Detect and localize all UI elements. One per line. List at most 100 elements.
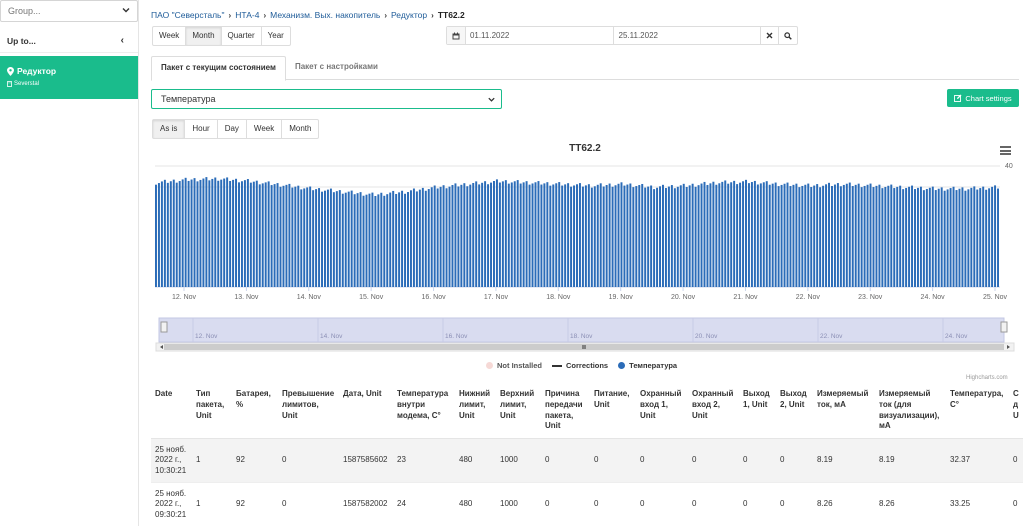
chart-bar [528, 184, 531, 287]
table-row[interactable]: 25 нояб. 2022 г., 10:30:21 1 92 0 1587585602… [151, 438, 1023, 484]
chart-bar [493, 180, 495, 287]
chart-bar [839, 186, 842, 287]
search-dates-button[interactable] [779, 27, 797, 44]
date-to-input[interactable]: 25.11.2022 [614, 27, 762, 44]
period-month-button[interactable]: Month [186, 27, 222, 45]
period-week-button[interactable]: Week [153, 27, 187, 45]
chart-bar [581, 186, 584, 287]
x-tick-label: 16. Nov [421, 294, 446, 301]
chart-bar [928, 187, 931, 287]
chart-bar [742, 181, 745, 287]
tab-current-state[interactable]: Пакет с текущим состоянием [151, 56, 286, 81]
chart-settings-button[interactable]: Chart settings [947, 89, 1019, 107]
up-to-button[interactable]: Up to... ‹ [0, 27, 138, 53]
chart-bar [792, 184, 795, 287]
agg-as-is-button[interactable]: As is [153, 120, 186, 138]
table-cell: 0 [541, 438, 590, 484]
table-cell: 8.26 [875, 482, 946, 526]
chart-bar [570, 186, 573, 287]
scroll-left-arrow-icon [160, 345, 163, 349]
breadcrumb-link[interactable]: Редуктор [391, 10, 428, 20]
calendar-icon[interactable] [447, 27, 466, 44]
chart-bar [172, 179, 175, 287]
table-row[interactable]: 25 нояб. 2022 г., 09:30:21 1 92 0 1587582002… [151, 482, 1023, 526]
chart-bar [240, 181, 243, 287]
breadcrumb-link[interactable]: НТА-4 [235, 10, 260, 20]
date-from-input[interactable]: 01.11.2022 [466, 27, 614, 44]
chevron-down-icon [488, 97, 495, 102]
agg-hour-button[interactable]: Hour [185, 120, 218, 138]
chart-bar [599, 183, 602, 287]
chart-bar [946, 189, 949, 287]
chart-credits[interactable]: Highcharts.com [966, 375, 1008, 381]
chart-bar [540, 184, 543, 287]
x-tick-label: 19. Nov [609, 294, 634, 301]
agg-week-button[interactable]: Week [247, 120, 283, 138]
legend-item-corrections[interactable]: Corrections [552, 361, 608, 370]
chart-bar [439, 186, 442, 287]
col-header[interactable]: Выход 2, Unit [776, 383, 813, 440]
chart-bar [691, 183, 694, 287]
chart-menu-icon[interactable] [1000, 146, 1011, 155]
period-year-button[interactable]: Year [267, 31, 284, 40]
chart-bar [632, 187, 635, 287]
chart-bar [389, 192, 392, 287]
chart-bar [223, 178, 226, 287]
col-header[interactable]: Измеряемый ток, мА [813, 383, 875, 440]
col-header[interactable]: Date [151, 383, 192, 440]
col-header[interactable]: Температура, C° [946, 383, 1009, 440]
chart-bar [525, 181, 528, 287]
x-tick-label: 12. Nov [172, 294, 197, 301]
table-cell: 33.25 [946, 482, 1009, 526]
col-header[interactable]: Температура внутри модема, C° [393, 383, 455, 440]
breadcrumb-link[interactable]: Механизм. Вых. накопитель [270, 10, 381, 20]
chart-bar [899, 185, 902, 287]
chart-bar [501, 181, 504, 287]
col-header[interactable]: Батарея, % [232, 383, 278, 440]
chevron-right-icon: › [431, 10, 434, 20]
col-header[interactable]: Питание, Unit [590, 383, 636, 440]
table-cell: 1 [192, 482, 232, 526]
col-header[interactable]: Тип пакета, Unit [192, 383, 232, 440]
chart-settings-label: Chart settings [965, 93, 1012, 103]
legend-item-temperature[interactable]: Температура [618, 361, 677, 370]
agg-month-button[interactable]: Month [289, 124, 312, 133]
chart-bar [988, 188, 991, 287]
group-select[interactable]: Group... [0, 0, 138, 22]
period-quarter-button[interactable]: Quarter [222, 27, 262, 45]
chart-bar [531, 183, 534, 287]
chart-bar [421, 187, 424, 287]
chart-bar [558, 182, 561, 287]
table-cell: 92 [232, 438, 278, 484]
col-header[interactable]: Охранный вход 2, Unit [688, 383, 739, 440]
chart-bar [825, 184, 828, 287]
col-header[interactable]: Причина передачи пакета, Unit [541, 383, 590, 440]
clear-dates-button[interactable] [761, 27, 780, 44]
table-cell: 0 [278, 482, 339, 526]
col-header[interactable]: Выход 1, Unit [739, 383, 776, 440]
col-header[interactable]: Дата, Unit [339, 383, 393, 440]
sidebar-item-reductor[interactable]: Редуктор Severstal [0, 56, 138, 99]
col-header[interactable]: Верхний лимит, Unit [496, 383, 541, 440]
chart-bar [730, 182, 733, 287]
col-header[interactable]: С д U [1009, 383, 1023, 440]
date-range: 01.11.2022 25.11.2022 [446, 26, 798, 45]
chart-bar [614, 185, 617, 287]
chart-bar [679, 185, 682, 287]
chart-bar [902, 189, 905, 287]
breadcrumb-link[interactable]: ПАО "Северсталь" [151, 10, 225, 20]
legend-item-not-installed[interactable]: Not Installed [486, 361, 542, 370]
chart-bar [656, 187, 659, 287]
col-header[interactable]: Превышение лимитов, Unit [278, 383, 339, 440]
col-header[interactable]: Измеряемый ток (для визуализации), мА [875, 383, 946, 440]
col-header[interactable]: Охранный вход 1, Unit [636, 383, 688, 440]
chart-bar [813, 185, 816, 287]
chart-bar [433, 185, 436, 287]
chart-bar [267, 181, 270, 287]
chart-bar [682, 183, 685, 287]
table-cell: 0 [590, 482, 636, 526]
agg-day-button[interactable]: Day [218, 120, 247, 138]
tab-settings[interactable]: Пакет с настройками [294, 62, 378, 71]
col-header[interactable]: Нижний лимит, Unit [455, 383, 496, 440]
parameter-select[interactable]: Температура [151, 89, 502, 109]
